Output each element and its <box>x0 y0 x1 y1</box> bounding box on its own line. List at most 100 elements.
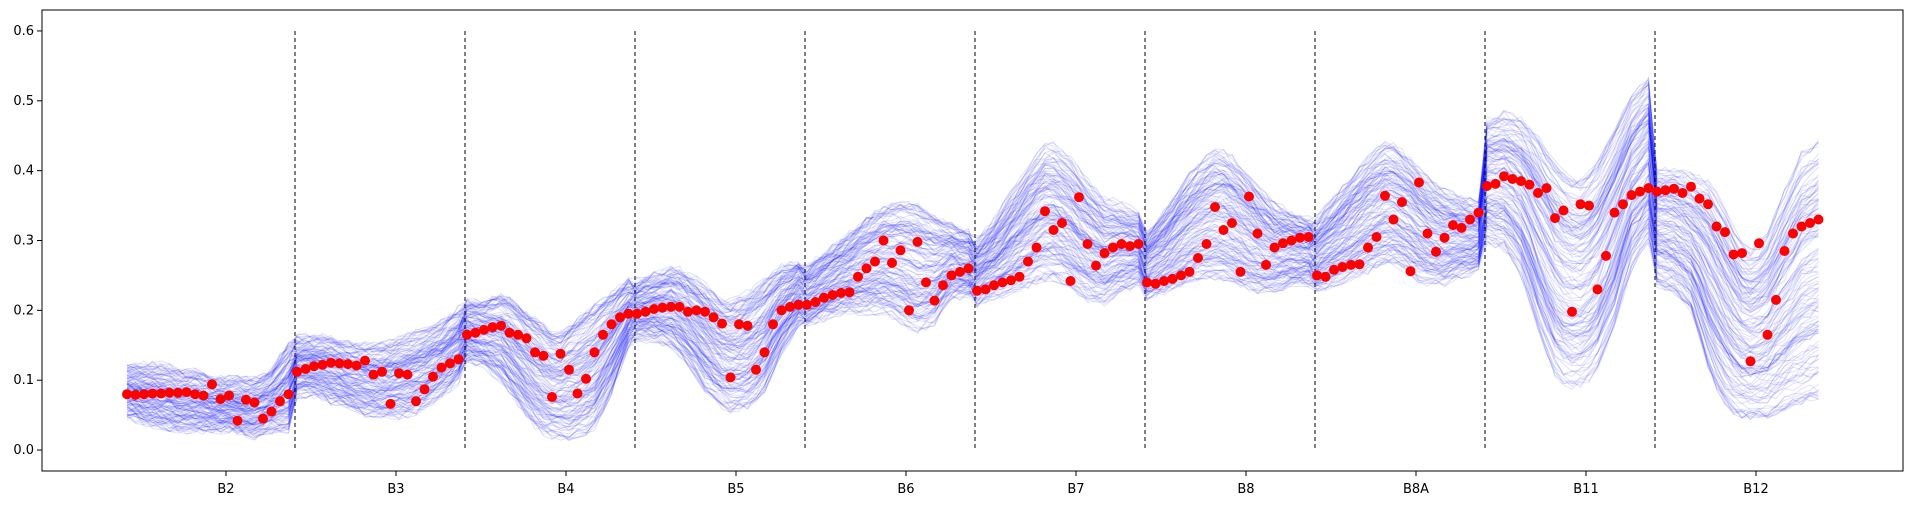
ensemble-line <box>126 195 1819 427</box>
ensemble-line <box>126 108 1819 405</box>
observed-point <box>1329 264 1339 275</box>
observed-point <box>513 329 523 340</box>
observed-point <box>657 302 668 313</box>
ensemble-line <box>126 154 1819 405</box>
observed-point <box>1040 206 1050 217</box>
observed-point <box>377 366 387 377</box>
observed-point <box>1677 188 1688 198</box>
observed-point <box>1465 214 1475 225</box>
observed-point <box>1346 259 1356 270</box>
observed-point <box>1584 200 1594 211</box>
ensemble-line <box>126 200 1819 428</box>
observed-point <box>241 394 251 405</box>
ensemble-line <box>126 170 1819 413</box>
ensemble-line <box>126 146 1819 402</box>
observed-point <box>1235 266 1246 277</box>
observed-point <box>479 324 489 335</box>
observed-point <box>1711 221 1722 232</box>
observed-point <box>1116 239 1127 249</box>
ensemble-line <box>126 198 1819 427</box>
ensemble-line <box>126 119 1819 407</box>
observed-point <box>632 308 642 319</box>
observed-point <box>283 389 294 400</box>
x-tick-label: B11 <box>1573 482 1598 497</box>
observed-point <box>232 415 243 426</box>
ensemble-line <box>126 211 1819 431</box>
observed-point <box>836 287 846 298</box>
observed-point <box>776 305 787 316</box>
observed-point <box>666 301 676 312</box>
y-tick-label: 0.1 <box>13 373 34 388</box>
x-tick-label: B6 <box>897 482 914 497</box>
observed-point <box>428 371 438 382</box>
observed-point <box>1295 232 1305 243</box>
ensemble-line <box>126 84 1819 383</box>
observed-point <box>1082 239 1093 249</box>
observed-point <box>1380 190 1390 201</box>
ensemble-line <box>126 217 1819 435</box>
ensemble-line <box>126 91 1819 384</box>
observed-point <box>419 384 430 395</box>
observed-point <box>1150 278 1161 289</box>
ensemble-line <box>126 184 1819 413</box>
observed-point <box>734 319 744 330</box>
observed-point <box>742 320 753 331</box>
observed-point <box>530 347 540 358</box>
observed-point <box>1414 177 1424 188</box>
observed-point <box>411 396 421 407</box>
y-tick-label: 0.3 <box>13 234 34 249</box>
observed-point <box>1354 259 1365 270</box>
x-tick-label: B12 <box>1743 482 1768 497</box>
observed-point <box>895 245 906 256</box>
observed-point <box>1558 205 1569 216</box>
observed-point <box>810 297 821 307</box>
ensemble-line <box>126 106 1819 386</box>
observed-point <box>1456 222 1467 233</box>
ensemble-line <box>126 102 1819 398</box>
ensemble-line <box>126 141 1819 405</box>
observed-point <box>385 398 396 409</box>
observed-point <box>394 368 404 379</box>
y-tick-label: 0.0 <box>13 443 34 458</box>
ensemble-line <box>126 238 1819 441</box>
ensemble-line <box>126 82 1819 396</box>
ensemble-line <box>126 216 1819 417</box>
observed-point <box>555 348 566 359</box>
ensemble-line <box>126 173 1819 420</box>
x-tick-label: B3 <box>387 482 404 497</box>
observed-point <box>1371 232 1382 242</box>
observed-point <box>581 373 591 384</box>
observed-point <box>683 306 693 317</box>
observed-point <box>1048 225 1059 235</box>
observed-point <box>317 359 328 370</box>
ensemble-line <box>126 230 1819 442</box>
observed-points <box>122 171 1824 426</box>
observed-point <box>972 285 982 296</box>
observed-point <box>1252 228 1263 239</box>
ensemble-line <box>126 225 1819 441</box>
observed-point <box>326 357 336 368</box>
observed-point <box>1278 238 1288 249</box>
observed-point <box>870 256 880 267</box>
ensemble-line <box>126 146 1819 406</box>
ensemble-line <box>126 182 1819 425</box>
observed-point <box>827 290 838 300</box>
ensemble-line <box>126 182 1819 423</box>
observed-point <box>1337 262 1348 272</box>
ensemble-line <box>126 199 1819 432</box>
ensemble-line <box>126 110 1819 401</box>
observed-point <box>445 358 455 369</box>
observed-point <box>1643 183 1654 194</box>
observed-point <box>1227 218 1237 228</box>
observed-point <box>912 236 923 247</box>
observed-point <box>173 387 183 398</box>
ensemble-line <box>126 190 1819 415</box>
observed-point <box>453 354 464 365</box>
x-tick-label: B8A <box>1403 482 1429 497</box>
observed-point <box>1771 294 1781 305</box>
observed-point <box>1201 239 1212 249</box>
ensemble-line <box>126 105 1819 386</box>
ensemble-line <box>126 91 1819 386</box>
observed-point <box>1142 277 1152 288</box>
observed-point <box>1575 199 1586 210</box>
